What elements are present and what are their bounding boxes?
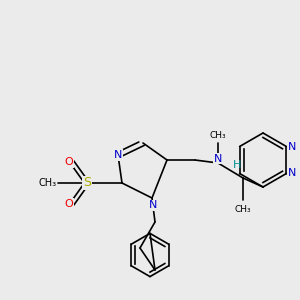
Text: CH₃: CH₃ (38, 178, 56, 188)
Text: N: N (214, 154, 222, 164)
Text: N: N (288, 169, 296, 178)
Text: O: O (64, 157, 74, 167)
Text: N: N (114, 150, 122, 160)
Text: CH₃: CH₃ (210, 131, 226, 140)
Text: CH₃: CH₃ (235, 205, 251, 214)
Text: O: O (64, 199, 74, 209)
Text: N: N (149, 200, 158, 211)
Text: H: H (233, 160, 242, 170)
Text: N: N (288, 142, 296, 152)
Text: S: S (83, 176, 91, 190)
